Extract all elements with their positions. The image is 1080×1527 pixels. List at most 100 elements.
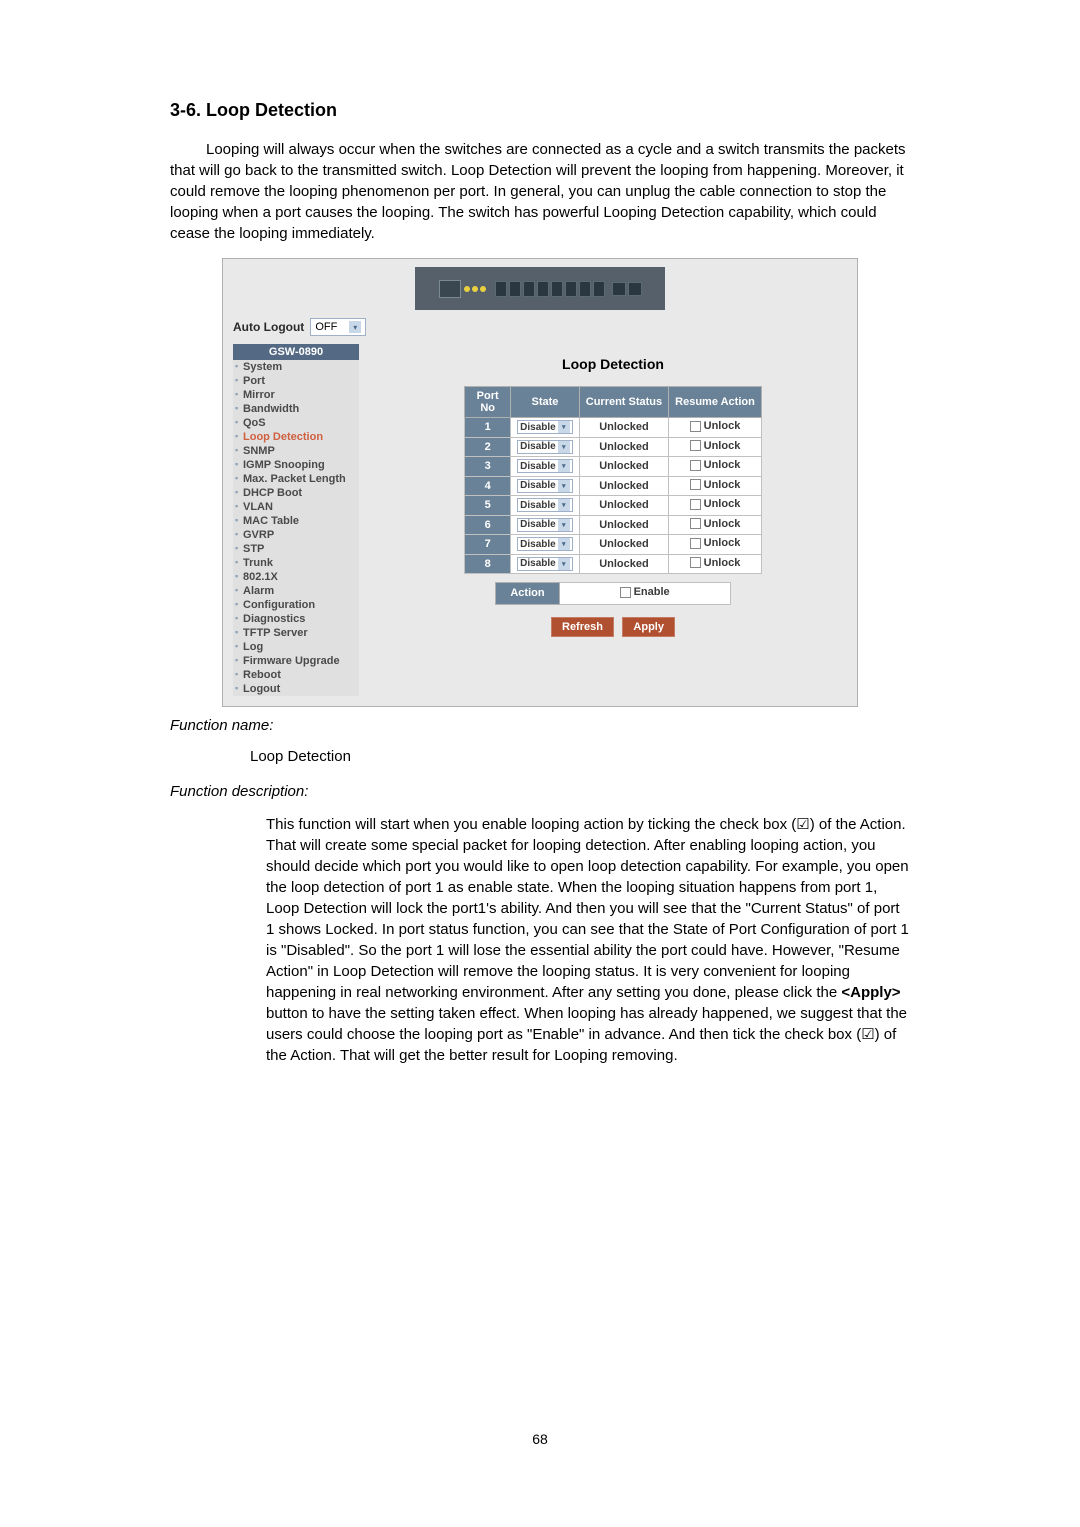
sidebar-item-log[interactable]: Log — [233, 640, 359, 654]
state-cell: Disable▾ — [511, 476, 580, 496]
resume-label: Unlock — [704, 537, 741, 549]
portno-cell: 2 — [465, 437, 511, 457]
sidebar-item-vlan[interactable]: VLAN — [233, 500, 359, 514]
state-value: Disable — [520, 500, 556, 511]
sidebar-item-reboot[interactable]: Reboot — [233, 668, 359, 682]
intro-paragraph: Looping will always occur when the switc… — [170, 139, 910, 244]
auto-logout-select[interactable]: OFF ▾ — [310, 318, 366, 336]
unlock-checkbox[interactable] — [690, 421, 701, 432]
sidebar-item-gvrp[interactable]: GVRP — [233, 528, 359, 542]
device-panel — [439, 280, 461, 298]
state-select[interactable]: Disable▾ — [517, 440, 573, 454]
resume-cell: Unlock — [669, 437, 762, 457]
sidebar-item-max-packet-length[interactable]: Max. Packet Length — [233, 472, 359, 486]
button-row: Refresh Apply — [379, 617, 847, 637]
status-cell: Unlocked — [579, 437, 668, 457]
table-row: 5Disable▾UnlockedUnlock — [465, 496, 762, 516]
state-select[interactable]: Disable▾ — [517, 557, 573, 571]
sidebar-item-firmware-upgrade[interactable]: Firmware Upgrade — [233, 654, 359, 668]
action-value: Enable — [634, 586, 670, 598]
portno-cell: 7 — [465, 535, 511, 555]
sidebar-item-logout[interactable]: Logout — [233, 682, 359, 696]
state-select[interactable]: Disable▾ — [517, 498, 573, 512]
sidebar-item-port[interactable]: Port — [233, 374, 359, 388]
sidebar-item-igmp-snooping[interactable]: IGMP Snooping — [233, 458, 359, 472]
resume-label: Unlock — [704, 420, 741, 432]
sidebar-item-802-1x[interactable]: 802.1X — [233, 570, 359, 584]
resume-cell: Unlock — [669, 515, 762, 535]
state-value: Disable — [520, 558, 556, 569]
apply-bold: <Apply> — [841, 984, 900, 1001]
resume-cell: Unlock — [669, 418, 762, 438]
auto-logout-label: Auto Logout — [233, 320, 304, 334]
state-select[interactable]: Disable▾ — [517, 537, 573, 551]
section-heading: 3-6. Loop Detection — [170, 100, 910, 121]
apply-button[interactable]: Apply — [622, 617, 675, 637]
state-value: Disable — [520, 480, 556, 491]
chevron-down-icon: ▾ — [558, 441, 570, 453]
sidebar-item-trunk[interactable]: Trunk — [233, 556, 359, 570]
sidebar-item-mirror[interactable]: Mirror — [233, 388, 359, 402]
state-select[interactable]: Disable▾ — [517, 479, 573, 493]
sidebar-item-configuration[interactable]: Configuration — [233, 598, 359, 612]
sidebar-item-loop-detection[interactable]: Loop Detection — [233, 430, 359, 444]
unlock-checkbox[interactable] — [690, 499, 701, 510]
unlock-checkbox[interactable] — [690, 440, 701, 451]
resume-cell: Unlock — [669, 457, 762, 477]
chevron-down-icon: ▾ — [558, 538, 570, 550]
state-cell: Disable▾ — [511, 496, 580, 516]
embedded-screenshot: Auto Logout OFF ▾ GSW-0890 SystemPortMir… — [222, 258, 858, 707]
resume-cell: Unlock — [669, 496, 762, 516]
unlock-checkbox[interactable] — [690, 557, 701, 568]
unlock-checkbox[interactable] — [690, 538, 701, 549]
unlock-checkbox[interactable] — [690, 460, 701, 471]
resume-label: Unlock — [704, 459, 741, 471]
status-cell: Unlocked — [579, 418, 668, 438]
auto-logout-value: OFF — [315, 321, 337, 333]
auto-logout-row: Auto Logout OFF ▾ — [233, 318, 847, 336]
refresh-button[interactable]: Refresh — [551, 617, 614, 637]
sidebar-item-system[interactable]: System — [233, 360, 359, 374]
state-cell: Disable▾ — [511, 457, 580, 477]
unlock-checkbox[interactable] — [690, 518, 701, 529]
panel-title: Loop Detection — [379, 356, 847, 372]
sidebar-item-snmp[interactable]: SNMP — [233, 444, 359, 458]
state-cell: Disable▾ — [511, 418, 580, 438]
state-select[interactable]: Disable▾ — [517, 420, 573, 434]
function-name-label: Function name: — [170, 717, 910, 734]
resume-label: Unlock — [704, 518, 741, 530]
table-row: 7Disable▾UnlockedUnlock — [465, 535, 762, 555]
resume-cell: Unlock — [669, 554, 762, 574]
device-leds — [464, 286, 486, 292]
unlock-checkbox[interactable] — [690, 479, 701, 490]
chevron-down-icon: ▾ — [558, 499, 570, 511]
table-row: 8Disable▾UnlockedUnlock — [465, 554, 762, 574]
loop-detection-table: Port No State Current Status Resume Acti… — [464, 386, 762, 574]
sidebar-item-alarm[interactable]: Alarm — [233, 584, 359, 598]
fn-desc-prefix: This function will start when you enable… — [266, 816, 909, 1001]
th-state: State — [511, 387, 580, 418]
device-ports — [495, 281, 605, 297]
device-photo — [415, 267, 665, 310]
sidebar-item-qos[interactable]: QoS — [233, 416, 359, 430]
state-select[interactable]: Disable▾ — [517, 459, 573, 473]
sidebar-item-mac-table[interactable]: MAC Table — [233, 514, 359, 528]
portno-cell: 4 — [465, 476, 511, 496]
sidebar-item-tftp-server[interactable]: TFTP Server — [233, 626, 359, 640]
th-resume-action: Resume Action — [669, 387, 762, 418]
page-number: 68 — [532, 1431, 548, 1447]
action-cell: Enable — [559, 583, 730, 605]
portno-cell: 1 — [465, 418, 511, 438]
action-checkbox[interactable] — [620, 587, 631, 598]
resume-label: Unlock — [704, 479, 741, 491]
resume-cell: Unlock — [669, 476, 762, 496]
sidebar-item-diagnostics[interactable]: Diagnostics — [233, 612, 359, 626]
portno-cell: 3 — [465, 457, 511, 477]
chevron-down-icon: ▾ — [349, 321, 361, 333]
state-cell: Disable▾ — [511, 535, 580, 555]
state-select[interactable]: Disable▾ — [517, 518, 573, 532]
sidebar-item-dhcp-boot[interactable]: DHCP Boot — [233, 486, 359, 500]
state-cell: Disable▾ — [511, 515, 580, 535]
sidebar-item-bandwidth[interactable]: Bandwidth — [233, 402, 359, 416]
sidebar-item-stp[interactable]: STP — [233, 542, 359, 556]
